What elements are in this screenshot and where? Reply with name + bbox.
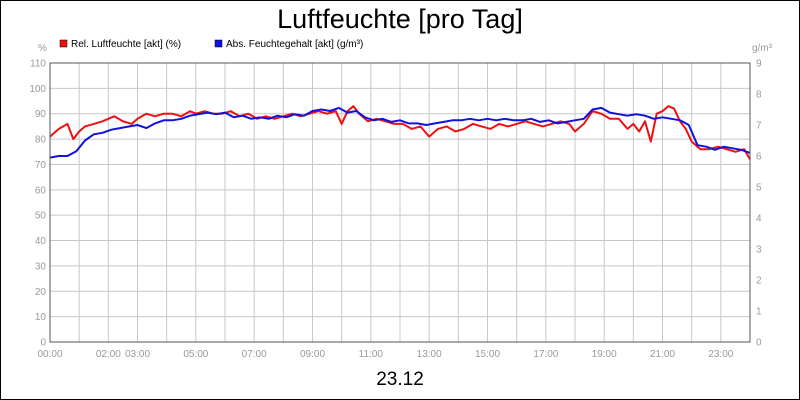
series-line-abs-humidity — [49, 106, 751, 159]
y-right-tick-label: 0 — [756, 338, 762, 349]
x-tick-label: 02:00 — [96, 349, 121, 360]
x-tick-label: 00:00 — [37, 349, 62, 360]
x-tick-label: 23:00 — [708, 349, 733, 360]
x-tick-label: 11:00 — [359, 349, 384, 360]
x-tick-label: 21:00 — [650, 349, 675, 360]
x-tick-label: 09:00 — [300, 349, 325, 360]
y-right-tick-label: 1 — [756, 307, 762, 318]
x-tick-label: 05:00 — [183, 349, 208, 360]
y-left-tick-label: 80 — [35, 135, 47, 146]
date-label: 23.12 — [376, 369, 424, 390]
y-right-tick-label: 8 — [756, 90, 762, 101]
y-right-tick-label: 7 — [756, 121, 762, 132]
legend-label-abs: Abs. Feuchtegehalt [akt] (g/m³) — [226, 39, 363, 50]
y-right-tick-label: 9 — [756, 59, 762, 70]
y-right-tick-label: 5 — [756, 183, 762, 194]
grid — [50, 62, 750, 343]
y-left-tick-label: 40 — [35, 236, 47, 247]
y-left-tick-label: 30 — [35, 261, 47, 272]
y-left-tick-label: 90 — [35, 109, 47, 120]
y-right-tick-label: 4 — [756, 214, 762, 225]
y-left-tick-label: 50 — [35, 211, 47, 222]
x-tick-label: 17:00 — [533, 349, 558, 360]
legend-swatch-rel — [59, 39, 68, 48]
legend-swatch-abs — [214, 39, 223, 48]
y-left-tick-label: 60 — [35, 185, 47, 196]
x-tick-label: 19:00 — [592, 349, 617, 360]
chart-title: Luftfeuchte [pro Tag] — [277, 4, 523, 34]
y-right-unit: g/m³ — [752, 43, 773, 54]
y-left-tick-label: 110 — [30, 59, 46, 70]
y-left-tick-label: 0 — [40, 338, 46, 349]
y-right-tick-label: 2 — [756, 276, 762, 287]
series-lines — [49, 105, 751, 160]
y-left-unit: % — [38, 43, 47, 54]
axis-ticks: 0 10 20 30 40 50 60 70 80 90 100 110 0 1 2 3 4 5 6 7 8 9 00:00… — [29, 59, 762, 361]
legend-label-rel: Rel. Luftfeuchte [akt] (%) — [71, 39, 181, 50]
series-line-rel-humidity — [49, 105, 751, 160]
y-left-tick-label: 20 — [35, 287, 47, 298]
x-tick-label: 07:00 — [242, 349, 267, 360]
y-right-tick-label: 3 — [756, 245, 762, 256]
x-tick-label: 15:00 — [475, 349, 500, 360]
y-left-tick-label: 70 — [35, 160, 47, 171]
y-left-tick-label: 10 — [35, 312, 47, 323]
x-tick-label: 03:00 — [125, 349, 150, 360]
plot-area — [49, 62, 751, 343]
y-right-tick-label: 6 — [756, 152, 762, 163]
y-left-tick-label: 100 — [29, 84, 46, 95]
x-tick-label: 13:00 — [417, 349, 442, 360]
